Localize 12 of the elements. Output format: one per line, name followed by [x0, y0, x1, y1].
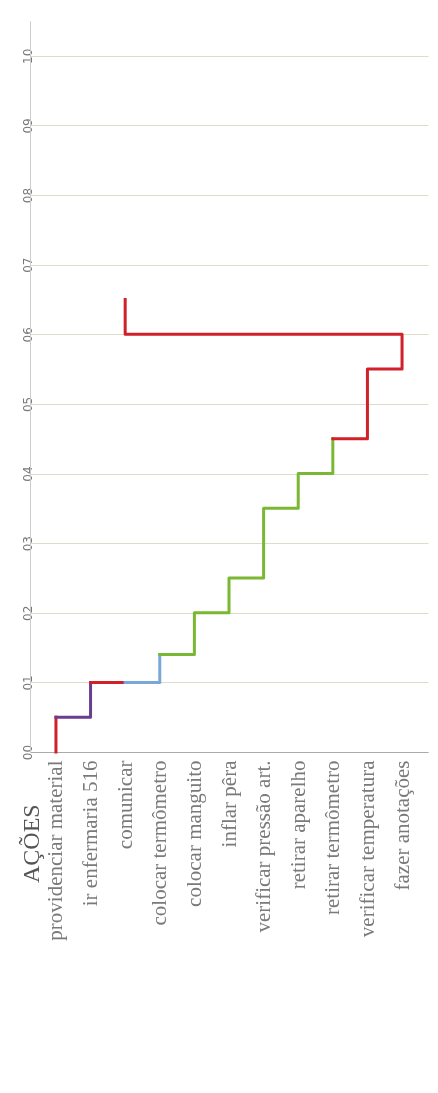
x-tick-label: colocar manguito [181, 760, 206, 907]
x-tick-label: inflar pêra [216, 759, 241, 848]
x-tick-label: verificar pressão art. [251, 760, 276, 933]
x-tick-label: colocar termômetro [147, 760, 172, 926]
x-tick-label: providenciar material [43, 760, 68, 941]
x-tick-label: verificar temperatura [354, 759, 379, 938]
x-tick-label: fazer anotações [389, 760, 414, 891]
text: AÇÕES [18, 804, 44, 883]
x-tick-label: comunicar [112, 760, 137, 850]
x-tick-label: retirar aparelho [285, 760, 310, 890]
x-tick-label: ir enfermaria 516 [78, 760, 103, 907]
x-tick-label: retirar termômetro [320, 760, 345, 916]
